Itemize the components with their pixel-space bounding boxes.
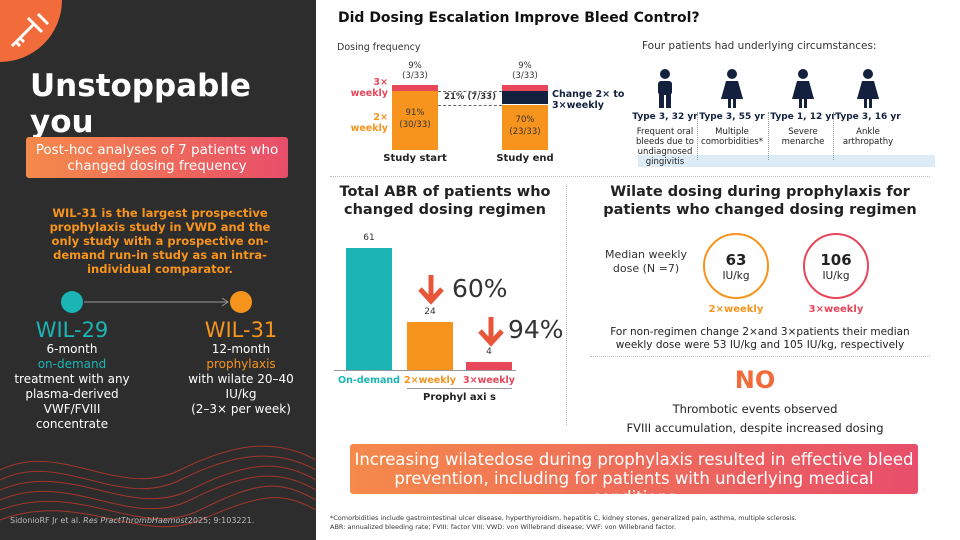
divider [833,112,834,160]
band [638,155,935,167]
value-label: (30/33) [399,120,431,131]
value-label: (3/33) [402,71,428,81]
study-text: 6-month [46,342,98,356]
decoration [0,0,316,528]
dose-label: Median weekly dose (N =7) [605,248,687,275]
bar [346,248,392,370]
study-name: WIL-31 [204,318,278,342]
patient-note: Frequent oral bleeds due to undiagnosed … [636,127,694,167]
value-label: 61 [363,233,375,243]
patient-note: Severe menarche [781,127,825,147]
dose-label: 2×weekly [708,304,764,315]
reduction: 60% [452,274,508,303]
group-label: Prophyl axi s [423,392,496,403]
bar-segment [502,90,548,105]
citation-part: 2025; 9:103221. [187,516,255,525]
headline: NO [734,366,776,394]
bar [466,362,512,370]
patient-label: Type 1, 12 yr [770,112,836,122]
study-text: with wilate 20–40 IU/kg [188,372,294,401]
baseline [334,370,516,371]
divider [590,356,930,357]
x-tick-label: 3×weekly [463,375,515,386]
legend-label: 3× weekly [350,77,388,99]
dose-value: 106 [820,251,852,269]
study-text: (2–3× per week) [191,402,291,416]
value-label: 91% [405,108,425,119]
sidebar: Unstoppable you Post-hoc analyses of 7 p… [0,0,316,540]
patient-note: Multiple comorbidities* [701,127,763,147]
study: WIL-29 6-month on-demand treatment with … [12,318,132,432]
page-title: Did Dosing Escalation Improve Bleed Cont… [338,10,700,26]
patient-label: Type 3, 32 yr [632,112,698,122]
legend-label: 2× weekly [350,111,388,134]
dose-ring [803,233,869,299]
bar [407,322,453,370]
value-label: 9% [518,61,532,71]
study-text: treatment with any plasma-derived VWF/FV… [14,372,130,431]
icons [658,69,879,108]
x-tick-label: Study start [383,153,447,164]
footnote: ABR: annualized bleeding rate; FVIII: fa… [330,523,676,531]
title: Unstoppable you [30,68,251,140]
divider [330,176,930,177]
abr-chart: 61 On-demand 24 2×weekly 4 3×weekly Prophyl ax… [330,230,566,420]
bar-segment [392,85,438,91]
section-title: Wilate dosing during prophylaxis for pat… [603,184,917,218]
safety-line: FVIII accumulation, despite increased do… [626,421,884,435]
bracket [407,388,512,389]
value-label: 21% (7/33) [442,91,498,102]
bar-segment [502,104,548,150]
bar-segment [392,90,438,150]
section-title: Total ABR of patients who changed dosing… [339,184,551,218]
value-label: 70% [515,115,535,126]
safety-line: Thrombotic events observed [672,402,838,416]
study-highlight: on-demand [37,357,107,371]
footnote: *Comorbidities include gastrointestinal … [330,514,797,522]
x-tick-label: Study end [496,153,554,164]
dosing-chart: Dosing frequency Study start 91% (30/33) 9%… [330,40,630,170]
dose-ring [703,233,769,299]
dose-label: 3×weekly [808,304,864,315]
dose-unit: IU/kg [722,270,750,282]
dose-value: 63 [725,251,747,269]
divider [768,112,769,160]
study-highlight: prophylaxis [206,357,276,371]
conclusion: Increasing wilatedose during prophylaxis… [350,444,918,507]
section-title: Four patients had underlying circumstanc… [642,40,877,52]
citation: SidonioRF Jr et al. Res PractThrombHaemo… [10,516,254,525]
patient-label: Type 3, 16 yr [835,112,901,122]
bar-segment [502,85,548,91]
note: For non-regimen change 2×and 3×patients … [610,326,910,351]
citation-part: Res PractThrombHaemost [83,516,188,525]
study-name: WIL-29 [35,318,109,342]
value-label: (3/33) [512,71,538,81]
study: WIL-31 12-month prophylaxis with wilate … [181,318,301,417]
study-text: 12-month [211,342,271,356]
value-label: (23/33) [509,127,541,138]
chart-title: Dosing frequency [337,42,421,53]
x-tick-label: 2×weekly [404,375,456,386]
citation-part: SidonioRF Jr et al. [10,516,81,525]
value-label: 4 [486,347,492,357]
divider [566,185,567,425]
value-label: 24 [424,307,436,317]
banner: Post-hoc analyses of 7 patients who chan… [26,137,288,178]
intro: WIL-31 is the largest prospective prophy… [49,206,271,276]
legend-label: Change 2× to 3×weekly [552,88,625,111]
reduction: 94% [508,315,564,344]
dose-unit: IU/kg [822,270,850,282]
patient-note: Ankle arthropathy [842,127,894,147]
x-tick-label: On-demand [338,375,400,386]
arrows [418,275,504,347]
connector [438,90,502,92]
value-label: 9% [408,61,422,71]
patient-label: Type 3, 55 yr [699,112,765,122]
connector [438,104,502,106]
divider [697,112,698,160]
